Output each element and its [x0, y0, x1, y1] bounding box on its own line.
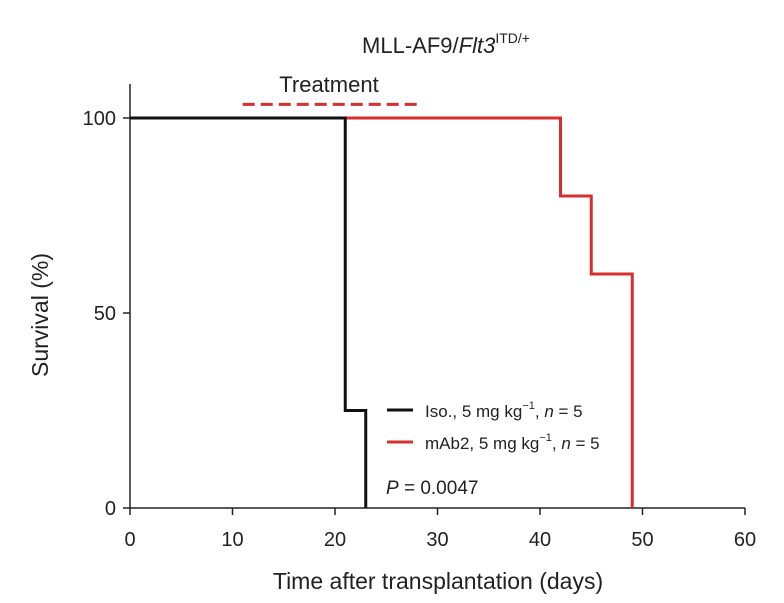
- series-line-mab2: [130, 116, 634, 508]
- p-value-label: P = 0.0047: [386, 478, 478, 499]
- legend-iso-n: n: [544, 402, 553, 421]
- p-value-number: = 0.0047: [399, 478, 479, 499]
- y-ticks: 0 50 100: [83, 108, 130, 520]
- p-value-symbol: P: [386, 478, 399, 499]
- chart-title-superscript: ITD/+: [495, 30, 530, 46]
- legend-mab2-n-value: = 5: [571, 434, 600, 453]
- y-tick-label-50: 50: [94, 303, 116, 325]
- x-tick-label-20: 20: [324, 529, 346, 551]
- legend-mab2-sup: −1: [539, 432, 552, 444]
- series-group: [130, 116, 634, 508]
- y-tick-label-100: 100: [83, 108, 116, 130]
- x-tick-label-0: 0: [124, 529, 135, 551]
- x-tick-label-10: 10: [221, 529, 243, 551]
- x-ticks: 0 10 20 30 40 50 60: [124, 508, 756, 551]
- x-tick-label-40: 40: [529, 529, 551, 551]
- legend-mab2-n: n: [561, 434, 570, 453]
- x-tick-label-30: 30: [426, 529, 448, 551]
- chart-title-main: MLL-AF9/: [362, 33, 459, 58]
- chart-title-italic: Flt3: [459, 33, 496, 58]
- legend-iso-main: Iso., 5 mg kg: [425, 402, 522, 421]
- legend-iso-sup: −1: [522, 400, 535, 412]
- legend-label-mab2: mAb2, 5 mg kg−1, n = 5: [425, 432, 600, 453]
- legend: Iso., 5 mg kg−1, n = 5 mAb2, 5 mg kg−1, …: [387, 400, 600, 453]
- legend-iso-n-value: = 5: [554, 402, 583, 421]
- x-tick-label-50: 50: [631, 529, 653, 551]
- legend-label-iso: Iso., 5 mg kg−1, n = 5: [425, 400, 583, 421]
- y-tick-label-0: 0: [105, 498, 116, 520]
- legend-iso-tail: ,: [535, 402, 544, 421]
- series-line-iso: [130, 116, 368, 508]
- legend-mab2-main: mAb2, 5 mg kg: [425, 434, 539, 453]
- x-tick-label-60: 60: [734, 529, 756, 551]
- chart-title: MLL-AF9/Flt3ITD/+: [362, 30, 530, 58]
- legend-mab2-tail: ,: [552, 434, 561, 453]
- y-axis-label: Survival (%): [27, 253, 53, 377]
- treatment-label: Treatment: [279, 72, 378, 97]
- x-axis-label: Time after transplantation (days): [273, 568, 603, 594]
